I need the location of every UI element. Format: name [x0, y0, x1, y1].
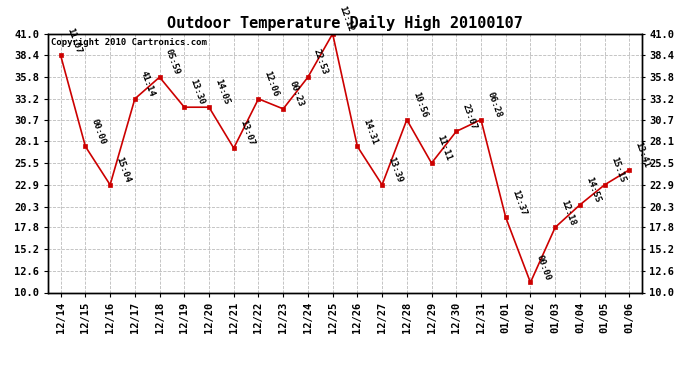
- Text: 00:00: 00:00: [90, 117, 107, 146]
- Text: 13:07: 13:07: [238, 119, 255, 147]
- Text: 41:14: 41:14: [139, 70, 157, 98]
- Text: 00:23: 00:23: [287, 80, 305, 108]
- Text: 13:39: 13:39: [386, 156, 404, 184]
- Text: 06:28: 06:28: [485, 91, 503, 119]
- Text: 13:30: 13:30: [188, 78, 206, 106]
- Text: 12:06: 12:06: [263, 70, 280, 98]
- Text: 00:00: 00:00: [535, 254, 552, 282]
- Text: 12:18: 12:18: [560, 198, 577, 226]
- Text: 14:05: 14:05: [213, 78, 231, 106]
- Text: 12:12: 12:12: [337, 4, 355, 33]
- Text: Copyright 2010 Cartronics.com: Copyright 2010 Cartronics.com: [51, 38, 207, 46]
- Text: 11:07: 11:07: [65, 26, 83, 55]
- Text: 15:04: 15:04: [115, 156, 132, 184]
- Title: Outdoor Temperature Daily High 20100107: Outdoor Temperature Daily High 20100107: [167, 15, 523, 31]
- Text: 11:11: 11:11: [435, 134, 453, 162]
- Text: 14:31: 14:31: [362, 117, 380, 146]
- Text: 05:59: 05:59: [164, 48, 181, 76]
- Text: 14:55: 14:55: [584, 176, 602, 204]
- Text: 12:37: 12:37: [510, 188, 528, 217]
- Text: 23:07: 23:07: [460, 102, 478, 130]
- Text: 13:41: 13:41: [633, 141, 651, 169]
- Text: 10:56: 10:56: [411, 91, 428, 119]
- Text: 22:53: 22:53: [312, 48, 330, 76]
- Text: 15:15: 15:15: [609, 156, 627, 184]
